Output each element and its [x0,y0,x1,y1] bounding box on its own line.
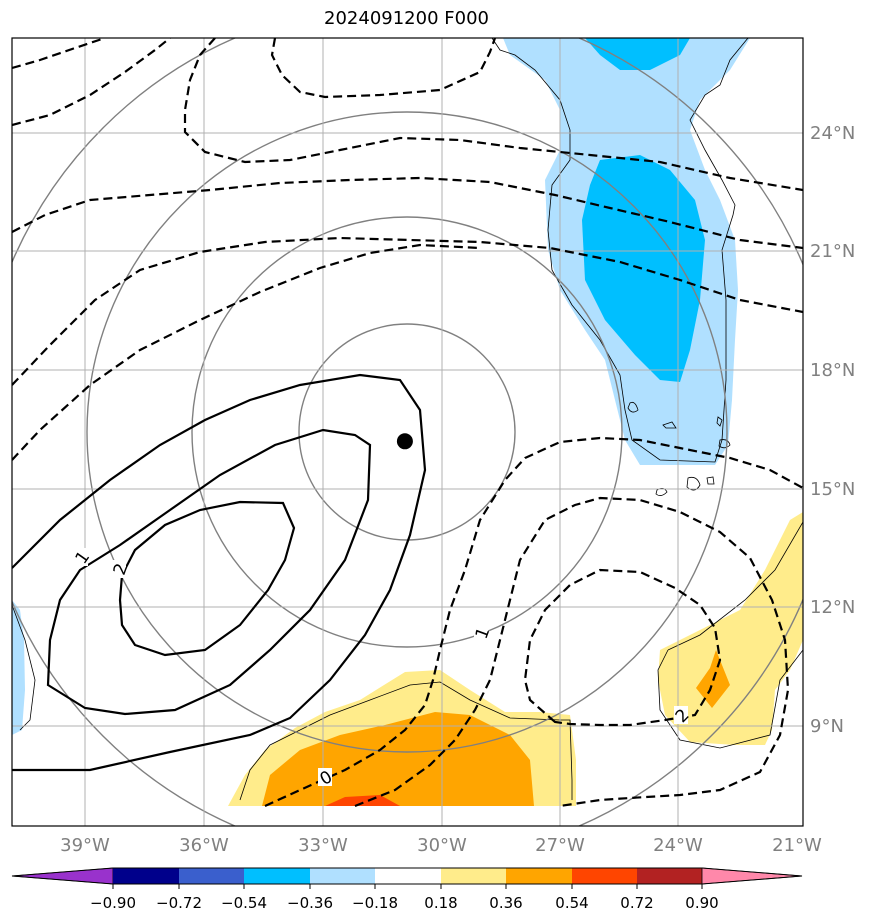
colorbar-label: 0.72 [620,894,653,912]
colorbar-segment [113,868,179,884]
colorbar-label: −0.72 [156,894,202,912]
colorbar-segment [506,868,572,884]
colorbar-label: 0.54 [555,894,588,912]
gridlines [12,38,803,826]
colorbar-label: 0.36 [489,894,522,912]
dashed-contours [12,38,803,808]
colorbar-label: 0.18 [424,894,457,912]
lat-tick: 15°N [810,479,855,500]
lat-tick: 12°N [810,597,855,618]
lat-tick: 24°N [810,123,855,144]
lon-tick: 33°W [298,835,348,856]
blue-region-center [582,155,705,382]
colorbar-segment [572,868,637,884]
colorbar-segment [244,868,310,884]
storm-center-marker [396,433,413,450]
lon-tick: 24°W [653,835,703,856]
colorbar-label: −0.18 [352,894,398,912]
colorbar-extend-right [701,867,803,885]
colorbar-segment [310,868,375,884]
colorbar-extend-left [11,867,114,885]
positive-shading [228,512,803,806]
lon-tick: 36°W [179,835,229,856]
plot-area [12,38,803,826]
colorbar-label: −0.90 [90,894,136,912]
colorbar-label: −0.54 [221,894,267,912]
lat-tick: 21°N [810,241,855,262]
colorbar-segment [375,868,441,884]
colorbar-label: 0.90 [685,894,718,912]
lon-tick: 21°W [772,835,822,856]
blue-region-top [585,38,690,70]
lon-tick: 27°W [535,835,585,856]
lon-tick: 39°W [60,835,110,856]
light-blue-region-west [12,600,25,735]
map-title: 2024091200 F000 [324,8,489,29]
colorbar-segment [441,868,506,884]
red-region-south [325,795,400,806]
lat-axis: 24°N 21°N 18°N 15°N 12°N 9°N [810,123,855,737]
lon-tick: 30°W [417,835,467,856]
yellow-region-east [658,512,803,745]
colorbar: −0.90 −0.72 −0.54 −0.36 −0.18 0.18 0.36 … [11,867,803,912]
plot-frame [11,37,804,827]
colorbar-segment [637,868,702,884]
lon-axis: 39°W 36°W 33°W 30°W 27°W 24°W 21°W [60,835,822,856]
thin-contours [12,38,803,801]
colorbar-label: −0.36 [287,894,333,912]
lat-tick: 9°N [810,716,844,737]
lat-tick: 18°N [810,360,855,381]
grey-circles [12,38,803,826]
colorbar-segment [179,868,244,884]
